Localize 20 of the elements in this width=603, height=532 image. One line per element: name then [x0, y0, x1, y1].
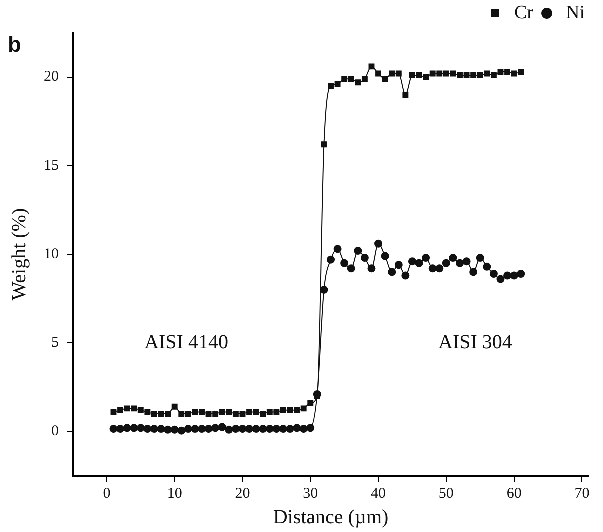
x-tick-label: 70 [574, 486, 590, 502]
x-axis-title: Distance (µm) [273, 506, 389, 528]
legend-label: Ni [566, 2, 585, 24]
x-tick-label: 40 [371, 486, 386, 502]
x-tick-label: 60 [506, 486, 522, 502]
y-axis-title: Weight (%) [8, 208, 30, 301]
annotation: AISI 4140 [144, 331, 228, 354]
y-tick-label: 10 [44, 246, 59, 262]
x-tick-label: 30 [303, 486, 318, 502]
chart-title: b [8, 32, 22, 58]
y-tick-label: 20 [44, 69, 59, 86]
x-tick-label: 0 [103, 486, 111, 502]
y-tick-label: 15 [44, 158, 59, 174]
x-tick-label: 10 [167, 486, 182, 502]
x-tick-label: 50 [438, 486, 454, 502]
annotation: AISI 304 [438, 331, 512, 354]
y-tick-label: 5 [52, 335, 59, 352]
legend-label: Cr [514, 2, 534, 24]
x-tick-label: 20 [235, 486, 250, 502]
y-tick-label: 0 [52, 424, 59, 440]
